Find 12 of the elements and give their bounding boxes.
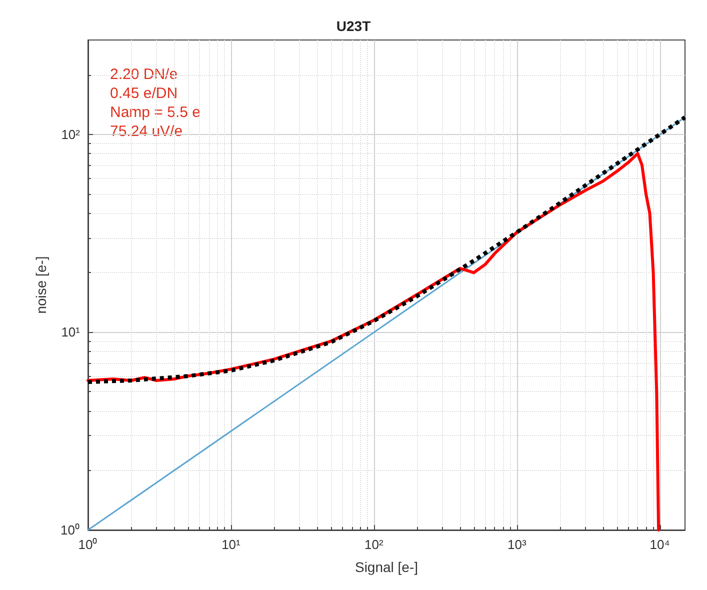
x-tick-label: 10¹: [222, 537, 242, 552]
y-tick-label: 10¹: [61, 324, 81, 340]
x-tick-label: 10²: [364, 537, 384, 552]
chart-title: U23T: [336, 18, 372, 34]
x-tick-label: 10⁰: [78, 537, 98, 552]
y-tick-label: 10⁰: [60, 522, 80, 538]
y-tick-label: 10²: [61, 126, 81, 142]
x-tick-label: 10³: [507, 537, 527, 552]
y-axis-title: noise [e-]: [33, 256, 49, 314]
annotation: 0.45 e/DN: [110, 85, 178, 102]
x-axis-title: Signal [e-]: [354, 559, 418, 575]
x-tick-label: 10⁴: [650, 537, 670, 552]
